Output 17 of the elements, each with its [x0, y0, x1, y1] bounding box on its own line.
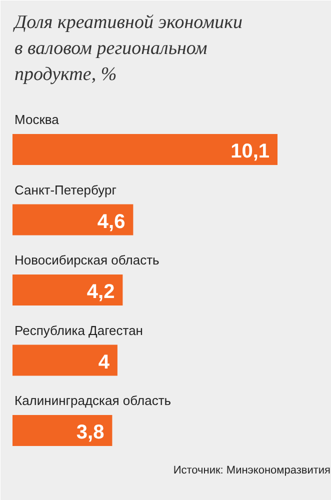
bar	[12, 344, 118, 376]
data-label: 4	[98, 351, 110, 374]
data-label: 10,1	[230, 140, 270, 162]
bar	[12, 274, 123, 306]
bar	[12, 134, 278, 165]
data-label: 3,8	[76, 422, 104, 444]
bar	[12, 204, 134, 236]
y-tick-label: Калининградская область	[14, 393, 172, 408]
y-tick-label: Москва	[14, 112, 60, 127]
y-tick-label: Республика Дагестан	[14, 322, 143, 338]
text: Источник: Минэкономразвития	[173, 464, 331, 476]
y-tick-label: Санкт-Петербург	[14, 182, 117, 198]
y-tick-label: Новосибирская область	[14, 252, 160, 268]
chart-title: Доля креативной экономики в валовом региональном продукте, %	[12, 12, 242, 85]
data-label: 4,2	[86, 281, 115, 303]
data-label: 4,6	[97, 210, 126, 233]
bar	[12, 415, 112, 446]
